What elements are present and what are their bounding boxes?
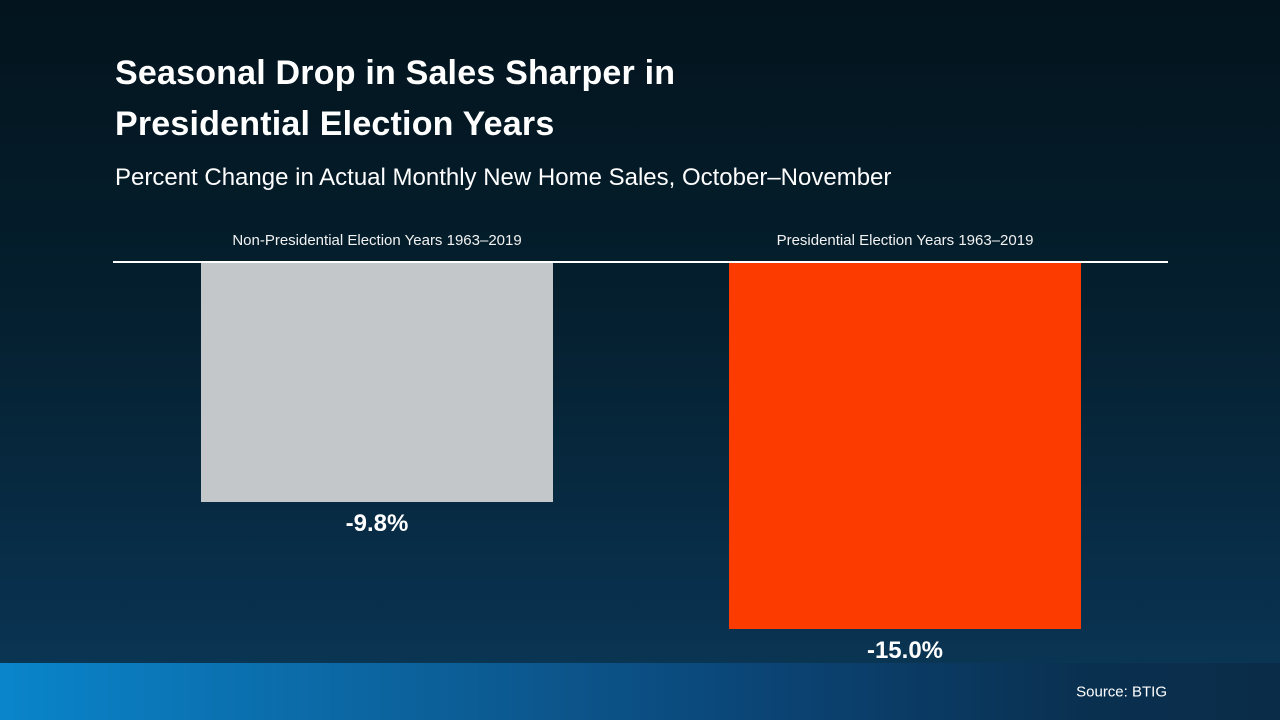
bar-group-presidential: Presidential Election Years 1963–2019 -1… <box>729 230 1081 665</box>
category-label-presidential: Presidential Election Years 1963–2019 <box>776 232 1034 249</box>
bar-non-presidential <box>201 263 553 502</box>
chart-subtitle: Percent Change in Actual Monthly New Hom… <box>115 164 892 191</box>
bar-group-non-presidential: Non-Presidential Election Years 1963–201… <box>201 230 553 538</box>
chart-title: Seasonal Drop in Sales Sharper in Presid… <box>115 48 891 150</box>
category-label-non-presidential: Non-Presidential Election Years 1963–201… <box>232 232 522 249</box>
bar-presidential <box>729 263 1081 629</box>
chart-title-line-1: Seasonal Drop in Sales Sharper in <box>115 54 676 92</box>
footer-strip: Source: BTIG <box>0 663 1280 720</box>
zero-baseline <box>113 261 1168 263</box>
bar-chart: Non-Presidential Election Years 1963–201… <box>113 230 1168 664</box>
value-label-non-presidential: -9.8% <box>345 510 409 537</box>
value-label-presidential: -15.0% <box>866 637 944 664</box>
chart-title-line-2: Presidential Election Years <box>115 105 555 143</box>
header: Seasonal Drop in Sales Sharper in Presid… <box>115 48 891 192</box>
source-credit: Source: BTIG <box>1076 683 1167 700</box>
